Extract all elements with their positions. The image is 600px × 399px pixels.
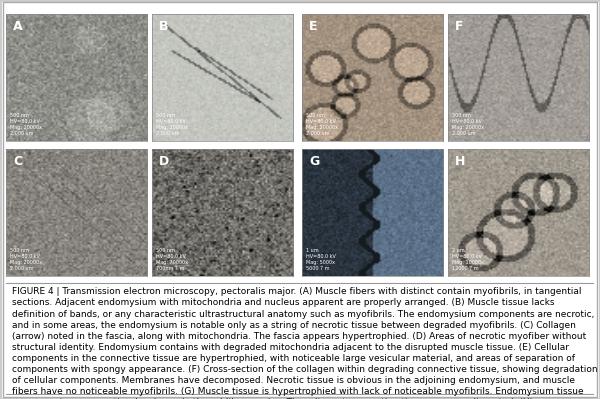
- Text: 2 um
HV=80.0 kV
Mag: 10000x
12000 7 m: 2 um HV=80.0 kV Mag: 10000x 12000 7 m: [452, 248, 484, 271]
- Text: D: D: [159, 155, 169, 168]
- Text: C: C: [13, 155, 22, 168]
- Text: 500 nm
HV=80.0 kV
Mag: 20000x
2.000 um: 500 nm HV=80.0 kV Mag: 20000x 2.000 um: [10, 113, 42, 136]
- Text: 500 nm
HV=80.0 kV
Mag: 20000x
2.000 um: 500 nm HV=80.0 kV Mag: 20000x 2.000 um: [10, 248, 42, 271]
- Text: G: G: [309, 155, 319, 168]
- Text: F: F: [455, 20, 464, 33]
- Text: FIGURE 4 | Transmission electron microscopy, pectoralis major. (A) Muscle fibers: FIGURE 4 | Transmission electron microsc…: [12, 287, 598, 399]
- Text: 500 nm
HV=80.0 kV
Mag: 20000x
2.000 um: 500 nm HV=80.0 kV Mag: 20000x 2.000 um: [452, 113, 484, 136]
- Text: B: B: [159, 20, 169, 33]
- Text: 1 um
HV=80.0 kV
Mag: 5000x
5000 7 m: 1 um HV=80.0 kV Mag: 5000x 5000 7 m: [307, 248, 336, 271]
- Text: 500 nm
HV=80.0 kV
Mag: 20000x
2.000 um: 500 nm HV=80.0 kV Mag: 20000x 2.000 um: [307, 113, 338, 136]
- Text: A: A: [13, 20, 23, 33]
- Text: 500 nm
HV=80.0 kV
Mag: 70000x
700nm 7 m: 500 nm HV=80.0 kV Mag: 70000x 700nm 7 m: [156, 248, 188, 271]
- Text: E: E: [309, 20, 317, 33]
- Text: 500 nm
HV=80.0 kV
Mag: 20000x
2.000 um: 500 nm HV=80.0 kV Mag: 20000x 2.000 um: [156, 113, 188, 136]
- Text: H: H: [455, 155, 466, 168]
